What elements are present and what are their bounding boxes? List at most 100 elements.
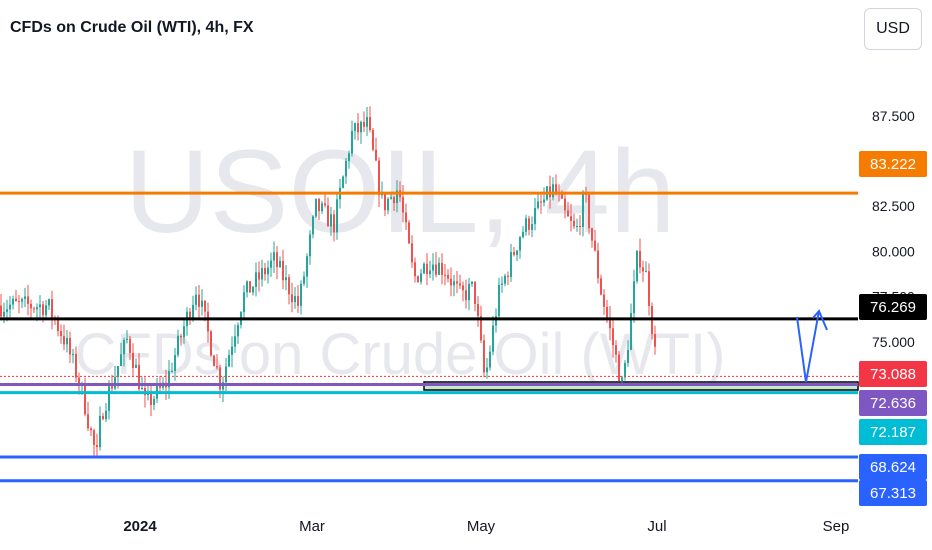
candle-body bbox=[33, 308, 35, 310]
candle-body bbox=[567, 210, 569, 217]
x-tick-label: May bbox=[467, 518, 496, 535]
candle-body bbox=[216, 366, 218, 368]
candle-body bbox=[327, 205, 329, 227]
candle-body bbox=[312, 216, 314, 235]
candle-body bbox=[519, 237, 521, 251]
candle-body bbox=[636, 250, 638, 282]
candle-body bbox=[378, 160, 380, 196]
level-label-bg bbox=[859, 454, 927, 480]
candle-body bbox=[336, 199, 338, 233]
level-label-bg bbox=[859, 480, 927, 506]
level-label: 76.269 bbox=[870, 299, 916, 316]
candle-body bbox=[138, 364, 140, 390]
candle-body bbox=[39, 304, 41, 308]
candle-body bbox=[189, 311, 191, 319]
candle-body bbox=[213, 355, 215, 367]
level-label: 73.088 bbox=[870, 366, 916, 383]
candle-body bbox=[195, 294, 197, 305]
candle-body bbox=[462, 285, 464, 291]
candle-body bbox=[420, 273, 422, 282]
price-axis[interactable]: 87.50085.00082.50080.00077.50075.00083.2… bbox=[859, 108, 927, 506]
level-label-bg bbox=[859, 361, 927, 387]
candle-body bbox=[630, 313, 632, 350]
candle-body bbox=[456, 281, 458, 284]
x-tick-label: 2024 bbox=[123, 518, 157, 535]
horizontal-levels bbox=[0, 191, 858, 483]
candle-body bbox=[342, 176, 344, 188]
candle-body bbox=[258, 272, 260, 280]
candle-body bbox=[78, 377, 80, 385]
candle-body bbox=[414, 262, 416, 277]
projection-arrow[interactable] bbox=[796, 309, 828, 383]
candle-body bbox=[90, 428, 92, 431]
candle-body bbox=[576, 225, 578, 227]
candle-body bbox=[450, 278, 452, 286]
candle-body bbox=[225, 366, 227, 383]
candle-body bbox=[273, 252, 275, 261]
candle-body bbox=[534, 207, 536, 225]
candle-body bbox=[306, 256, 308, 277]
candle-body bbox=[351, 130, 353, 154]
candle-body bbox=[321, 203, 323, 212]
candle-body bbox=[345, 160, 347, 177]
candle-body bbox=[648, 271, 650, 307]
candle-body bbox=[285, 277, 287, 281]
level-label: 83.222 bbox=[870, 156, 916, 173]
candle-body bbox=[114, 377, 116, 389]
candle-body bbox=[21, 298, 23, 302]
candle-body bbox=[180, 335, 182, 338]
candle-body bbox=[27, 296, 29, 304]
candle-body bbox=[465, 290, 467, 301]
candle-body bbox=[183, 326, 185, 338]
candle-body bbox=[246, 281, 248, 293]
candle-body bbox=[348, 153, 350, 161]
candle-body bbox=[0, 305, 2, 317]
candle-body bbox=[168, 370, 170, 388]
candle-body bbox=[315, 198, 317, 217]
y-tick-label: 75.000 bbox=[872, 334, 915, 350]
candle-body bbox=[579, 225, 581, 227]
candle-body bbox=[429, 270, 431, 275]
candle-body bbox=[24, 296, 26, 299]
candle-body bbox=[117, 365, 119, 378]
candle-body bbox=[573, 220, 575, 227]
candle-body bbox=[366, 117, 368, 127]
candle-body bbox=[174, 355, 176, 371]
candle-body bbox=[495, 316, 497, 326]
candle-body bbox=[402, 197, 404, 213]
candle-body bbox=[105, 410, 107, 420]
candle-body bbox=[393, 197, 395, 204]
candle-body bbox=[249, 281, 251, 293]
candle-body bbox=[483, 340, 485, 373]
candle-body bbox=[552, 184, 554, 198]
candle-body bbox=[255, 272, 257, 287]
candle-body bbox=[453, 281, 455, 286]
candle-body bbox=[237, 324, 239, 337]
candle-body bbox=[243, 292, 245, 312]
level-label-bg bbox=[859, 419, 927, 445]
candle-body bbox=[372, 129, 374, 150]
candle-body bbox=[387, 198, 389, 211]
candle-body bbox=[654, 334, 656, 347]
candle-body bbox=[612, 328, 614, 346]
candle-body bbox=[516, 250, 518, 255]
time-axis[interactable]: 2024 Mar May Jul Sep bbox=[123, 518, 849, 535]
candle-body bbox=[123, 339, 125, 355]
candle-body bbox=[492, 325, 494, 352]
candle-body bbox=[234, 336, 236, 347]
candle-body bbox=[441, 262, 443, 275]
candle-body bbox=[384, 193, 386, 211]
candle-body bbox=[396, 190, 398, 204]
candle-body bbox=[102, 416, 104, 420]
currency-button[interactable]: USD bbox=[864, 8, 922, 50]
candle-body bbox=[36, 307, 38, 310]
support-zone[interactable] bbox=[423, 381, 859, 391]
candle-body bbox=[72, 353, 74, 355]
candle-body bbox=[486, 367, 488, 373]
candle-body bbox=[606, 306, 608, 318]
candle-body bbox=[177, 335, 179, 356]
candle-body bbox=[525, 218, 527, 232]
candle-body bbox=[474, 281, 476, 305]
